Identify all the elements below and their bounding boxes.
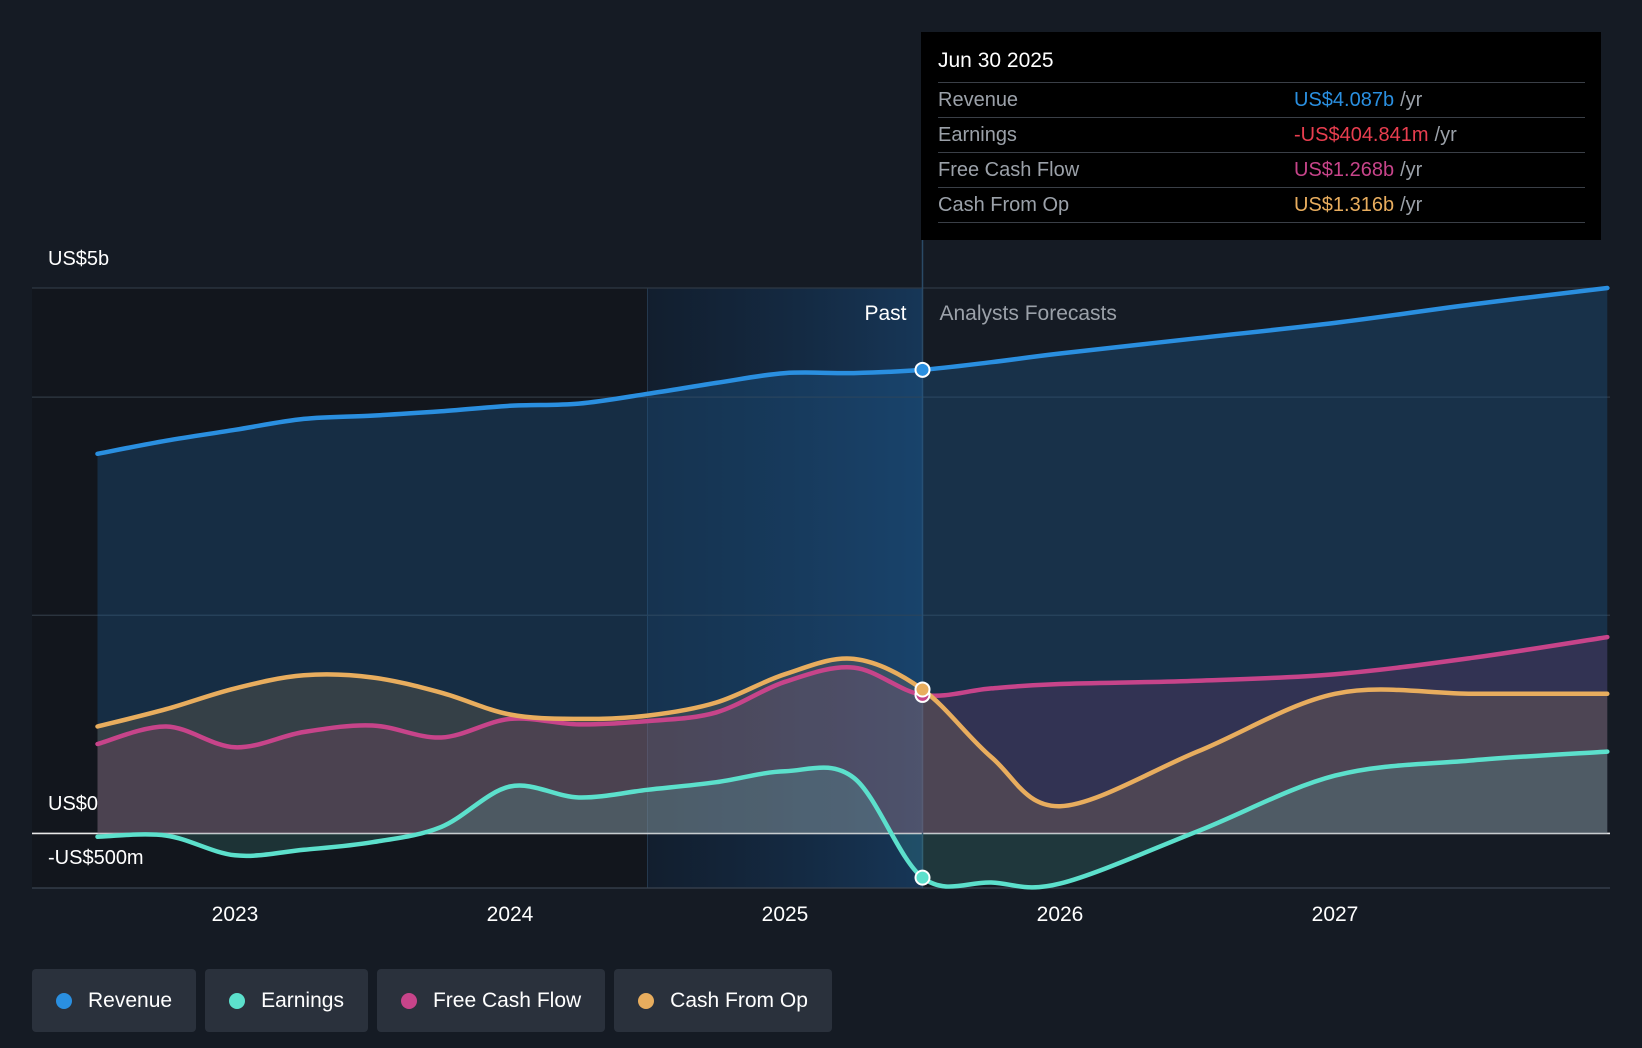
tooltip-value: US$4.087b [1294, 89, 1395, 111]
legend-item-earnings[interactable]: Earnings [205, 969, 368, 1032]
tooltip-row-free-cash-flow: Free Cash Flow US$1.268b /yr [938, 153, 1585, 188]
y-tick-label: US$5b [48, 248, 109, 270]
tooltip-value: -US$404.841m [1294, 124, 1429, 146]
legend-label: Earnings [261, 988, 344, 1012]
legend: Revenue Earnings Free Cash Flow Cash Fro… [32, 969, 832, 1032]
past-label: Past [864, 302, 906, 325]
legend-dot-icon [229, 992, 246, 1009]
tooltip-date: Jun 30 2025 [938, 46, 1585, 83]
tooltip-unit: /yr [1400, 159, 1423, 181]
series-area [97, 288, 1608, 834]
tooltip: Jun 30 2025 Revenue US$4.087b /yr Earnin… [921, 32, 1601, 240]
tooltip-unit: /yr [1400, 89, 1423, 111]
series-line [95, 634, 1610, 750]
series-area [97, 637, 1608, 834]
tooltip-label: Earnings [938, 124, 1017, 146]
chart-area: US$5b US$0 -US$500m 2023 2024 2025 2026 2027 Pas… [32, 240, 1610, 926]
tooltip-row-cash-from-op: Cash From Op US$1.316b /yr [938, 188, 1585, 223]
series-area [97, 751, 1608, 888]
x-tick-label: 2024 [487, 903, 534, 926]
tooltip-label: Revenue [938, 89, 1019, 111]
tooltip-row-earnings: Earnings -US$404.841m /yr [938, 118, 1585, 153]
legend-dot-icon [400, 992, 417, 1009]
series-line [95, 656, 1610, 809]
legend-label: Revenue [88, 988, 173, 1012]
tooltip-unit: /yr [1400, 194, 1423, 216]
legend-label: Cash From Op [670, 988, 808, 1012]
legend-item-free-cash-flow[interactable]: Free Cash Flow [376, 969, 606, 1032]
tooltip-value: US$1.316b [1294, 194, 1395, 216]
legend-dot-icon [56, 992, 72, 1009]
tooltip-label: Free Cash Flow [938, 159, 1080, 181]
legend-dot-icon [638, 992, 655, 1009]
tooltip-unit: /yr [1434, 124, 1457, 146]
series-marker [914, 681, 931, 698]
tooltip-value: US$1.268b [1294, 159, 1395, 181]
series-area [97, 658, 1608, 834]
tooltip-label: Cash From Op [938, 194, 1070, 216]
series-line [95, 285, 1610, 457]
x-tick-label: 2025 [762, 903, 809, 926]
y-tick-label: -US$500m [48, 847, 144, 869]
legend-label: Free Cash Flow [432, 988, 582, 1012]
x-tick-label: 2023 [212, 903, 259, 926]
series-line [95, 749, 1610, 890]
legend-item-revenue[interactable]: Revenue [32, 969, 197, 1032]
y-tick-label: US$0 [48, 793, 98, 815]
x-tick-label: 2026 [1037, 903, 1084, 926]
forecast-label: Analysts Forecasts [940, 302, 1117, 325]
legend-item-cash-from-op[interactable]: Cash From Op [614, 969, 832, 1032]
tooltip-row-revenue: Revenue US$4.087b /yr [938, 83, 1585, 118]
series-marker [914, 869, 931, 886]
x-tick-label: 2027 [1312, 903, 1359, 926]
series-marker [914, 361, 931, 378]
